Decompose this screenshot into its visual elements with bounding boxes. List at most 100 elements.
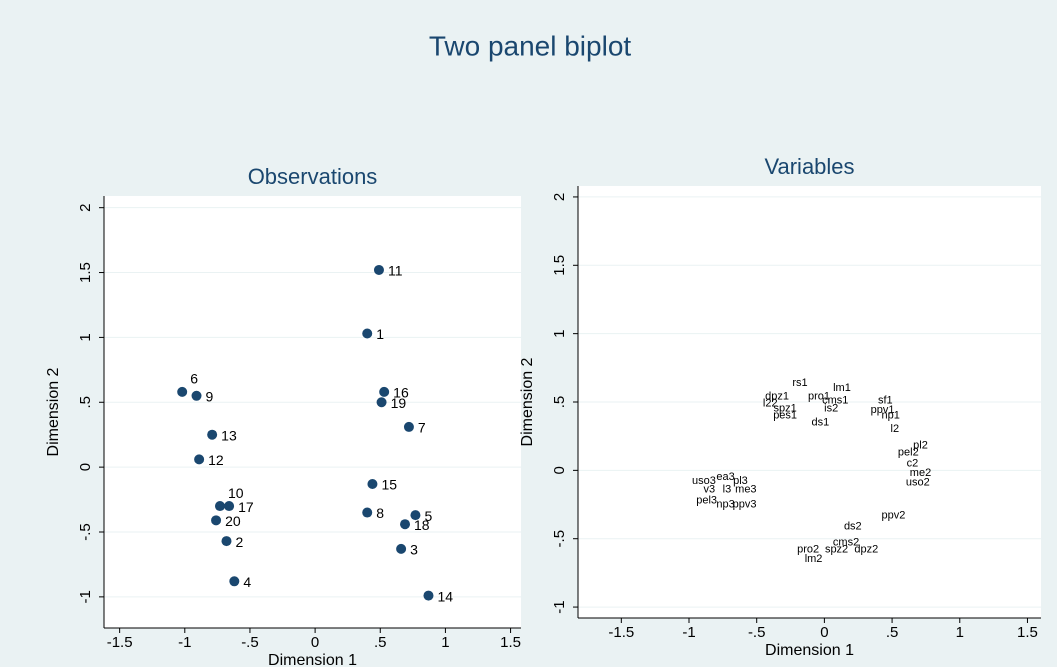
x-tick-label: -1 (178, 634, 191, 651)
point (410, 510, 421, 521)
point-label: 6 (190, 371, 198, 387)
x-tick-label: 1.5 (1017, 624, 1038, 641)
plot-area (104, 196, 521, 628)
variable-label: ppv1 (871, 404, 895, 416)
variable-label: ds1 (811, 416, 829, 428)
point-label: 13 (221, 427, 237, 443)
point-label: 16 (393, 385, 409, 401)
point (373, 264, 384, 275)
x-axis-title: Dimension 1 (268, 652, 357, 667)
point-label: 8 (376, 505, 384, 521)
variable-label: cms1 (822, 395, 848, 407)
point-label: 15 (381, 477, 397, 493)
point-label: 14 (437, 588, 453, 604)
point-label: 4 (243, 574, 251, 590)
point-label: 10 (228, 485, 244, 501)
variable-label: pel3 (696, 494, 717, 506)
variable-label: lm2 (805, 553, 823, 565)
x-tick-label: -.5 (241, 634, 259, 651)
variable-label: is2 (824, 403, 838, 415)
point (207, 429, 218, 440)
y-axis-title: Dimension 2 (519, 357, 536, 446)
variable-label: sf1 (878, 395, 893, 407)
point (194, 454, 205, 465)
variable-label: me3 (735, 483, 756, 495)
point (367, 479, 378, 489)
variable-label: uso2 (906, 477, 930, 489)
variable-label: cms2 (833, 537, 859, 549)
variable-label: dpz1 (765, 390, 789, 402)
point-label: 9 (206, 388, 214, 404)
variable-label: pes1 (773, 410, 797, 422)
variable-label: c2 (907, 457, 919, 469)
y-tick-label: .5 (77, 396, 94, 409)
point-label: 19 (391, 395, 407, 411)
point (396, 543, 407, 554)
panel-title: Variables (764, 154, 854, 179)
point-label: 20 (225, 513, 241, 529)
point (211, 515, 222, 526)
point-label: 1 (376, 326, 384, 342)
variable-label: v3 (704, 483, 716, 495)
x-tick-label: -.5 (748, 624, 766, 641)
point-label: 17 (238, 499, 254, 515)
variable-label: l22 (763, 397, 778, 409)
y-tick-label: -.5 (551, 530, 568, 548)
y-tick-label: 1.5 (551, 255, 568, 276)
variable-label: dpz2 (854, 544, 878, 556)
y-tick-label: -1 (551, 600, 568, 613)
figure-title: Two panel biplot (429, 30, 632, 61)
variable-label: lm1 (833, 382, 851, 394)
point-label: 18 (414, 517, 430, 533)
point-label: 12 (208, 452, 224, 468)
point-label: 5 (424, 508, 432, 524)
variable-label: ppv2 (882, 509, 906, 521)
y-tick-label: .5 (551, 396, 568, 409)
variable-label: pel2 (898, 446, 919, 458)
x-tick-label: .5 (374, 634, 387, 651)
point (177, 386, 188, 397)
y-tick-label: 1.5 (77, 262, 94, 283)
y-tick-label: 2 (77, 204, 94, 212)
point (362, 328, 373, 339)
variable-label: ds2 (844, 520, 862, 532)
variable-label: l3 (723, 483, 732, 495)
x-tick-label: 0 (311, 634, 319, 651)
x-tick-label: 1 (441, 634, 449, 651)
point-label: 7 (418, 420, 426, 436)
x-tick-label: 1 (956, 624, 964, 641)
point (214, 501, 225, 512)
variable-label: rs1 (792, 377, 807, 389)
point (221, 536, 232, 547)
variable-label: spz2 (825, 544, 848, 556)
variable-label: ppv3 (733, 498, 757, 510)
point (403, 421, 414, 432)
variable-label: ea3 (716, 471, 734, 483)
variable-label: spz1 (774, 403, 797, 415)
x-tick-label: 1.5 (500, 634, 521, 651)
variable-label: pro2 (797, 544, 819, 556)
y-tick-label: -.5 (77, 523, 94, 541)
point-label: 11 (388, 263, 403, 279)
x-tick-label: -1.5 (608, 624, 634, 641)
point-label: 3 (410, 542, 418, 558)
point (362, 507, 373, 518)
point (376, 397, 387, 408)
y-tick-label: 0 (77, 463, 94, 471)
y-tick-label: 1 (77, 333, 94, 341)
point-label: 2 (235, 534, 243, 550)
y-tick-label: 0 (551, 466, 568, 474)
point (423, 590, 434, 601)
variable-label: pl2 (913, 440, 928, 452)
variable-label: uso3 (692, 475, 716, 487)
point (379, 386, 390, 397)
point (224, 501, 235, 512)
y-axis-title: Dimension 2 (45, 367, 62, 456)
point (229, 576, 240, 587)
x-axis-title: Dimension 1 (765, 642, 854, 659)
y-tick-label: 2 (551, 193, 568, 201)
x-tick-label: -1 (682, 624, 695, 641)
variable-label: me2 (910, 467, 931, 479)
variable-label: pl3 (733, 475, 748, 487)
